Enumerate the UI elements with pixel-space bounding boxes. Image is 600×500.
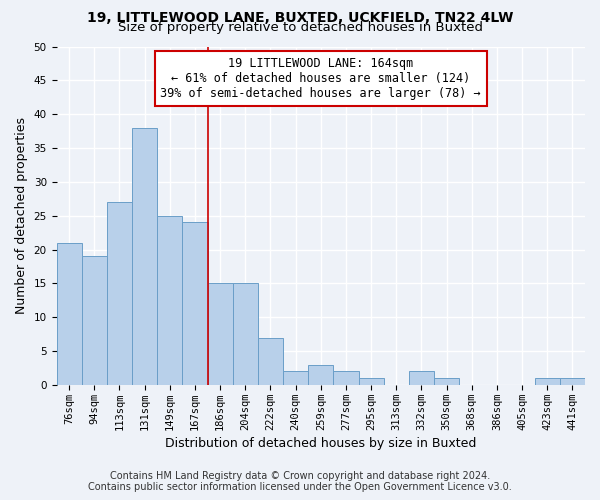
Bar	[56, 243, 82, 385]
Bar	[409, 372, 434, 385]
Text: 19 LITTLEWOOD LANE: 164sqm
← 61% of detached houses are smaller (124)
39% of sem: 19 LITTLEWOOD LANE: 164sqm ← 61% of deta…	[160, 56, 481, 100]
Bar	[535, 378, 560, 385]
X-axis label: Distribution of detached houses by size in Buxted: Distribution of detached houses by size …	[165, 437, 476, 450]
Bar	[82, 256, 107, 385]
Text: 19, LITTLEWOOD LANE, BUXTED, UCKFIELD, TN22 4LW: 19, LITTLEWOOD LANE, BUXTED, UCKFIELD, T…	[87, 12, 513, 26]
Bar	[283, 372, 308, 385]
Bar	[434, 378, 459, 385]
Bar	[157, 216, 182, 385]
Bar	[334, 372, 359, 385]
Bar	[308, 364, 334, 385]
Bar	[132, 128, 157, 385]
Text: Size of property relative to detached houses in Buxted: Size of property relative to detached ho…	[118, 22, 482, 35]
Text: Contains HM Land Registry data © Crown copyright and database right 2024.
Contai: Contains HM Land Registry data © Crown c…	[88, 471, 512, 492]
Bar	[560, 378, 585, 385]
Bar	[182, 222, 208, 385]
Bar	[208, 284, 233, 385]
Y-axis label: Number of detached properties: Number of detached properties	[15, 117, 28, 314]
Bar	[233, 284, 258, 385]
Bar	[258, 338, 283, 385]
Bar	[359, 378, 383, 385]
Bar	[107, 202, 132, 385]
